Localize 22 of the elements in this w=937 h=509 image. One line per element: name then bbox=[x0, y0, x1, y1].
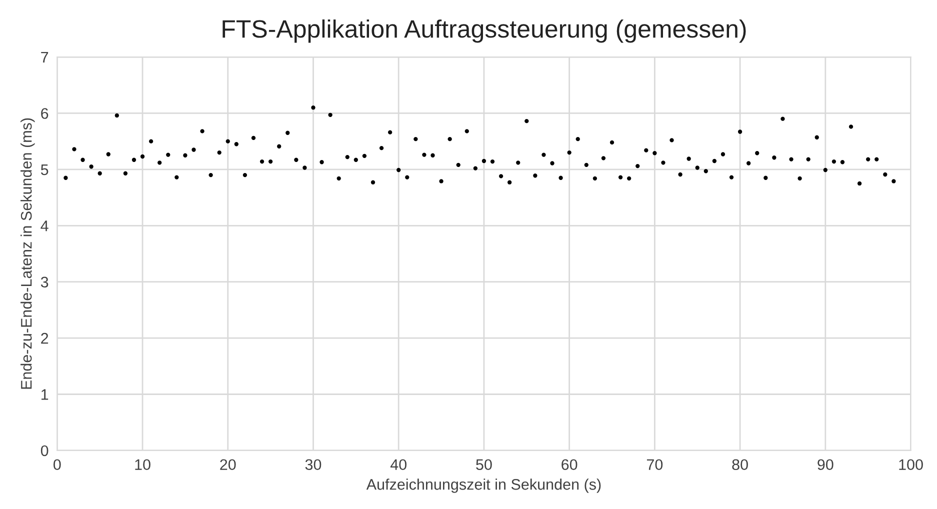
x-tick-label: 60 bbox=[562, 459, 578, 470]
x-tick-label: 40 bbox=[390, 459, 406, 470]
y-axis-title: Ende-zu-Ende-Latenz in Sekunden (ms) bbox=[20, 118, 35, 389]
x-tick-label: 70 bbox=[646, 459, 663, 470]
y-tick-label: 6 bbox=[41, 108, 48, 119]
x-tick-label: 0 bbox=[54, 459, 61, 470]
x-axis-title: Aufzeichnungszeit in Sekunden (s) bbox=[366, 478, 601, 493]
x-tick-label: 50 bbox=[476, 459, 492, 470]
x-tick-label: 30 bbox=[305, 459, 322, 470]
y-tick-label: 7 bbox=[41, 52, 48, 63]
y-tick-label: 1 bbox=[41, 389, 48, 400]
y-tick-label: 0 bbox=[40, 445, 48, 456]
x-tick-label: 90 bbox=[818, 459, 834, 470]
x-tick-label: 20 bbox=[220, 459, 236, 470]
x-tick-label: 100 bbox=[899, 459, 923, 470]
x-tick-label: 10 bbox=[135, 459, 150, 470]
y-tick-label: 5 bbox=[40, 164, 48, 176]
y-tick-label: 3 bbox=[40, 276, 48, 288]
y-tick-label: 4 bbox=[40, 220, 48, 232]
x-tick-label: 80 bbox=[732, 459, 748, 470]
y-tick-label: 2 bbox=[41, 332, 48, 344]
chart-title: FTS-Applikation Auftragssteuerung (gemessen) bbox=[222, 19, 746, 43]
